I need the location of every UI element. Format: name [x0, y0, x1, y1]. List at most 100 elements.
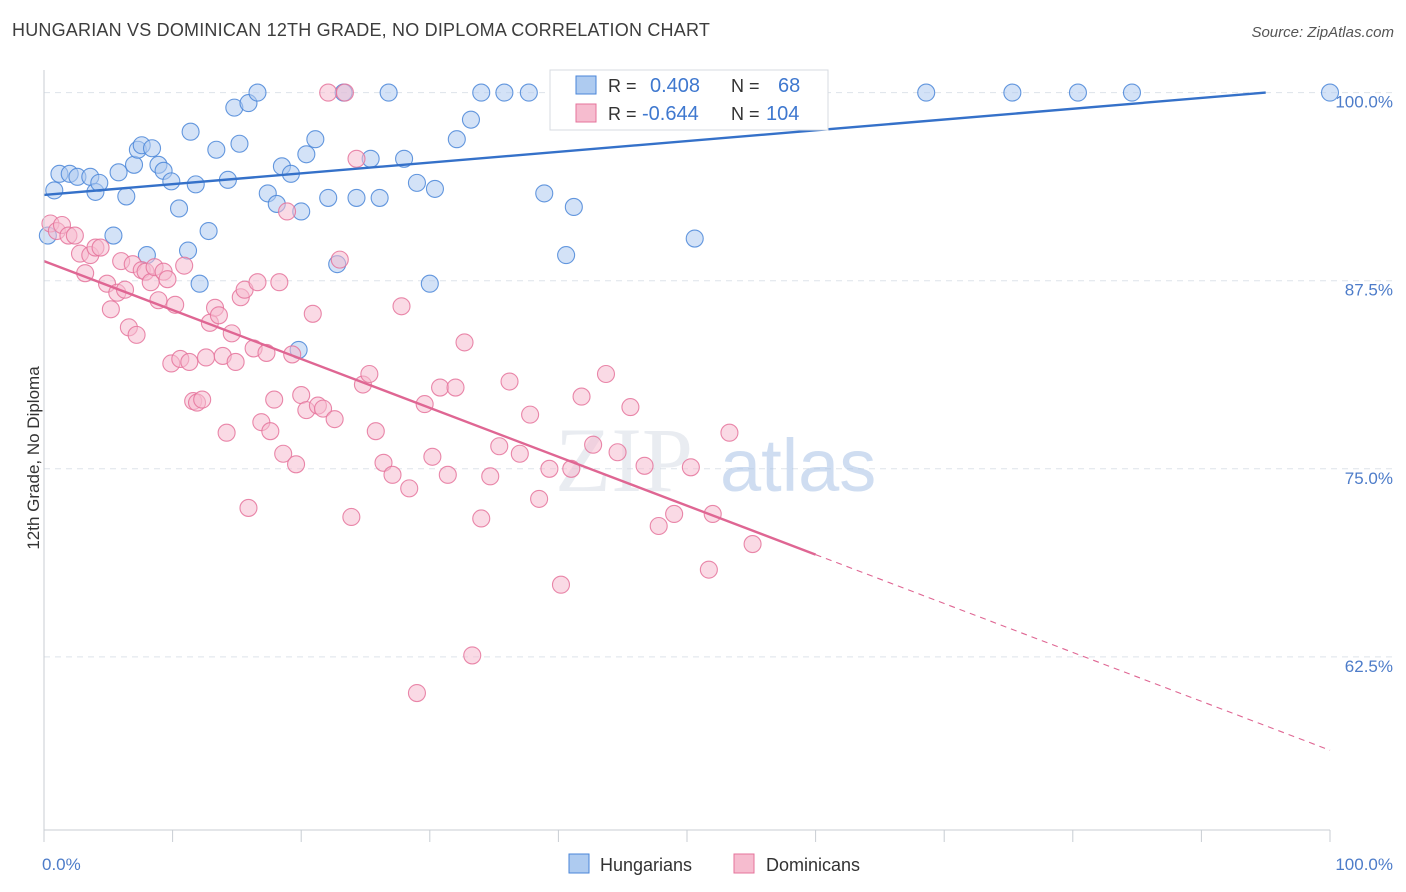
stats-r-label-dominicans: R = — [608, 104, 637, 124]
hungarian-point — [370, 188, 389, 207]
hungarian-point — [447, 130, 466, 149]
hungarian-point — [347, 188, 366, 207]
dominican-point — [481, 467, 500, 486]
dominican-point — [608, 443, 627, 462]
hungarian-point — [190, 274, 209, 293]
dominican-point — [383, 465, 402, 484]
dominican-point — [720, 423, 739, 442]
dominican-point — [584, 435, 603, 454]
dominican-point — [699, 560, 718, 579]
hungarian-point — [186, 175, 205, 194]
hungarian-point — [420, 274, 439, 293]
dominican-point — [180, 352, 199, 372]
dominican-point — [226, 352, 245, 372]
dominican-point — [347, 149, 366, 168]
dominican-point — [681, 458, 700, 477]
dominican-point — [423, 447, 442, 466]
watermark: ZIP atlas — [555, 409, 876, 511]
dominican-point — [472, 509, 491, 528]
dominican-point — [463, 646, 482, 665]
watermark-atlas: atlas — [720, 424, 876, 507]
dominican-point — [175, 256, 194, 275]
dominican-point — [325, 410, 344, 429]
dominican-point — [330, 250, 349, 269]
dominican-point — [540, 459, 559, 478]
dominican-point — [621, 398, 640, 417]
hungarian-point — [306, 130, 325, 149]
hungarian-point — [117, 187, 136, 206]
dominican-trend-line — [43, 260, 817, 556]
stats-n-value-hungarians: 68 — [778, 75, 800, 97]
hungarian-point — [1068, 83, 1087, 102]
hungarian-point — [461, 110, 481, 129]
dominican-point — [209, 306, 228, 325]
hungarian-point — [207, 140, 226, 159]
stats-n-label-hungarians: N = — [731, 76, 760, 96]
hungarian-point — [109, 163, 128, 182]
hungarian-point — [162, 172, 181, 191]
hungarian-point — [395, 149, 414, 168]
hungarian-trend-line — [43, 91, 1266, 197]
dominican-point — [455, 333, 474, 352]
dominican-point — [65, 226, 84, 245]
dominican-point — [101, 300, 120, 319]
hungarian-point — [230, 134, 249, 153]
dominican-point — [261, 422, 280, 441]
chart-source: Source: ZipAtlas.com — [1251, 24, 1394, 41]
hungarian-point — [297, 145, 316, 164]
legend-swatch-dominicans — [733, 853, 755, 874]
stats-swatch-hungarians — [575, 75, 597, 95]
dominican-point — [743, 535, 762, 554]
stats-r-label-hungarians: R = — [608, 76, 637, 96]
dominican-point — [551, 575, 571, 594]
hungarian-point — [685, 229, 704, 248]
stats-n-value-dominicans: 104 — [766, 103, 799, 125]
dominican-point — [287, 455, 306, 474]
dominican-point — [500, 372, 519, 391]
hungarian-point — [425, 179, 444, 198]
hungarian-point — [178, 241, 198, 260]
legend-label-hungarians: Hungarians — [600, 855, 692, 875]
dominican-point — [248, 273, 267, 292]
stats-r-value-dominicans: -0.644 — [642, 103, 699, 125]
hungarian-point — [557, 246, 576, 265]
y-tick-label: 62.5% — [1345, 657, 1393, 676]
dominican-point — [270, 273, 289, 292]
dominican-point — [521, 405, 540, 424]
dominican-point — [314, 399, 333, 418]
hungarian-point — [45, 181, 64, 200]
dominican-point — [572, 387, 591, 406]
hungarian-point — [181, 122, 200, 141]
dominican-point — [649, 516, 668, 536]
trend-layer — [43, 91, 1331, 751]
stats-n-label-dominicans: N = — [731, 104, 760, 124]
hungarian-point — [917, 83, 936, 102]
y-tick-label: 87.5% — [1345, 281, 1393, 300]
y-tick-label: 100.0% — [1335, 93, 1393, 112]
dominican-point — [360, 364, 379, 384]
dominican-point — [366, 422, 385, 441]
watermark-zip: ZIP — [555, 409, 693, 511]
series-legend: Hungarians Dominicans — [568, 853, 860, 875]
dominican-point — [596, 364, 616, 384]
dominican-point — [303, 304, 322, 323]
dominican-trend-extension — [815, 554, 1331, 751]
hungarian-point — [519, 83, 538, 102]
dominican-point — [490, 437, 509, 456]
dominican-point — [510, 444, 529, 463]
dominican-point — [438, 465, 457, 484]
y-axis-title: 12th Grade, No Diploma — [24, 366, 43, 550]
hungarian-point — [319, 188, 338, 207]
dominican-point — [217, 423, 236, 442]
x-tick-label: 100.0% — [1335, 855, 1393, 874]
stats-legend: R = 0.408 N = 68 R = -0.644 N = 104 — [549, 69, 829, 131]
hungarian-point — [535, 184, 554, 203]
dominican-point — [335, 83, 354, 102]
dominican-point — [196, 348, 216, 367]
dominican-point — [257, 343, 276, 362]
dominican-point — [665, 504, 684, 524]
hungarian-point — [199, 221, 218, 241]
dominican-point — [319, 83, 338, 102]
dominican-point — [91, 238, 110, 257]
axes-layer: 100.0% 87.5% 75.0% 62.5% 0.0% 100.0% — [42, 70, 1393, 874]
